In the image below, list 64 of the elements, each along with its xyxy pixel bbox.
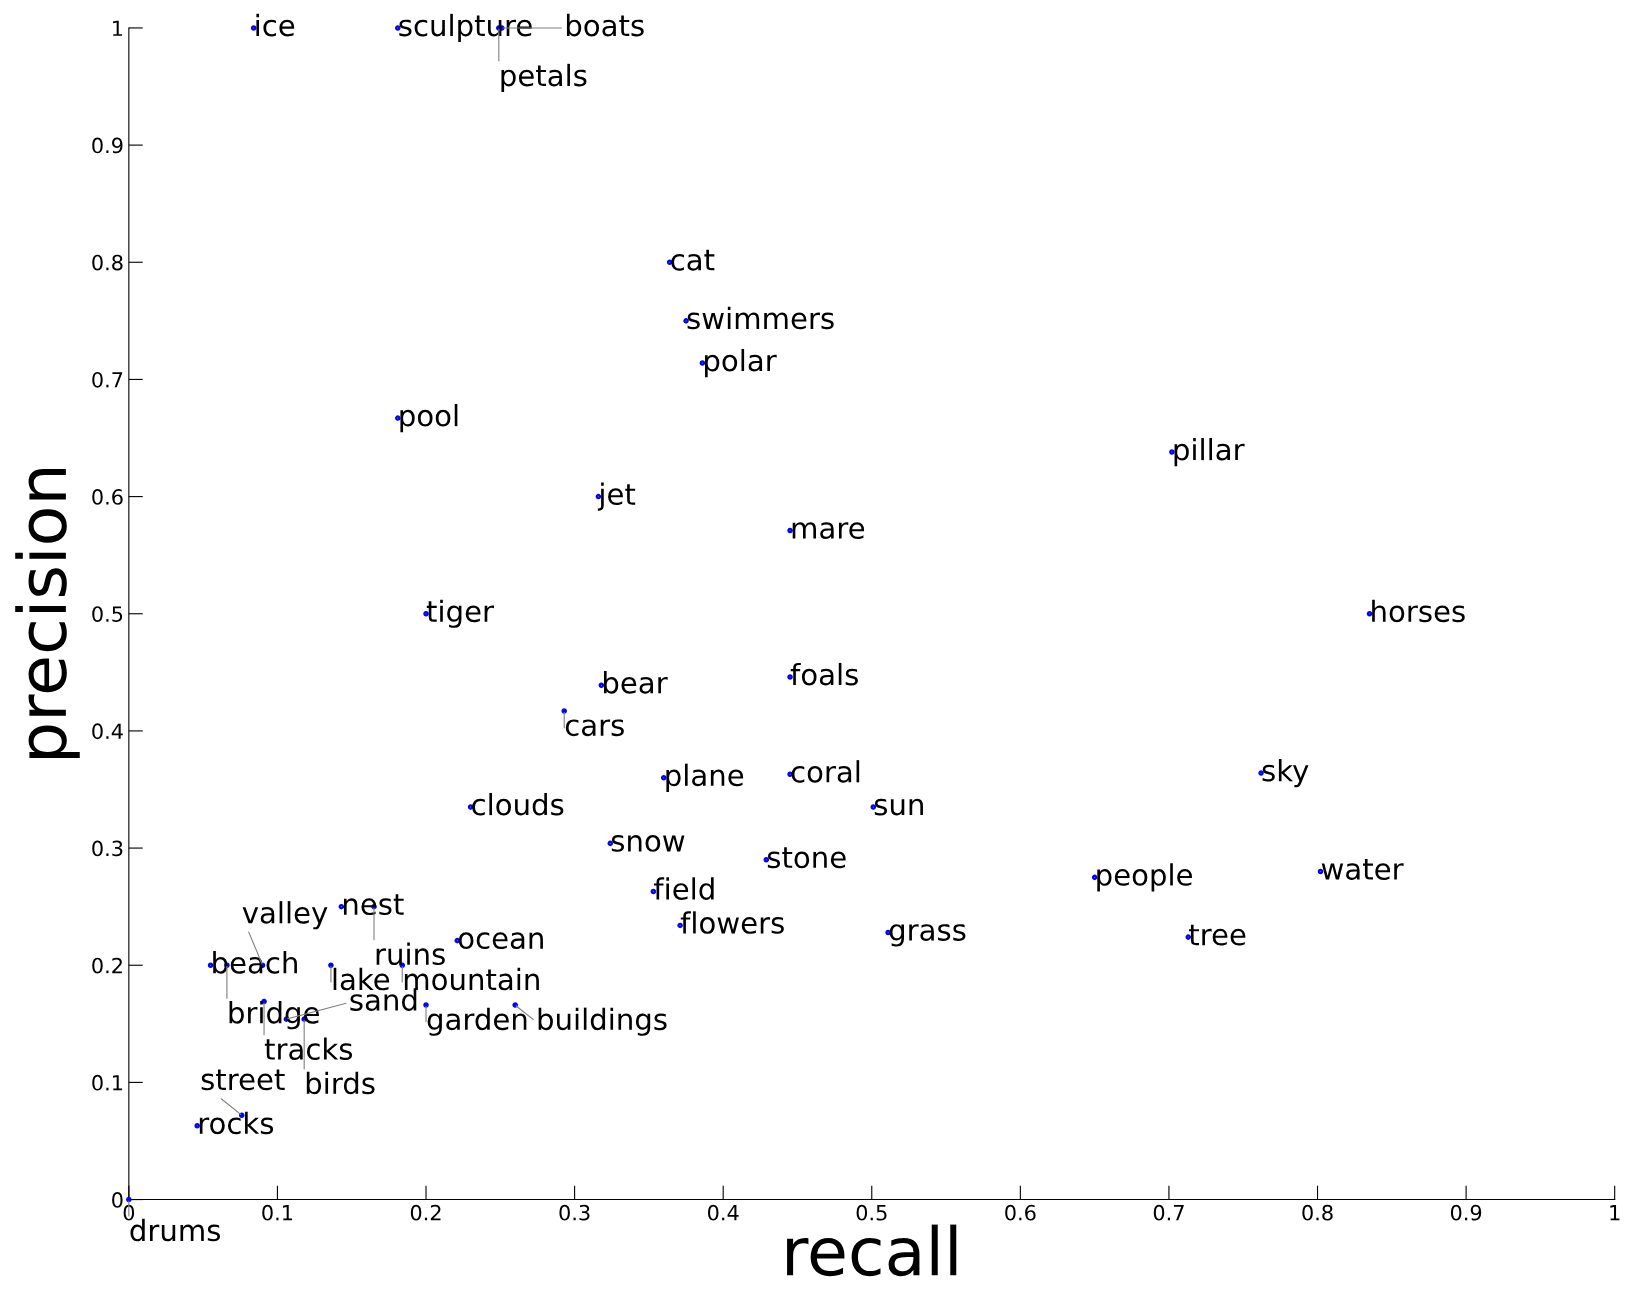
annotation: ice bbox=[256, 13, 295, 37]
annotation: cat bbox=[671, 249, 715, 271]
annotation: grass bbox=[889, 924, 966, 947]
x-tick-label: 0.2 bbox=[410, 1204, 441, 1221]
x-tick-label: 0.7 bbox=[1153, 1204, 1184, 1221]
annotation: horses bbox=[1372, 599, 1465, 623]
annotation: polar bbox=[705, 348, 777, 378]
annotation: swimmers bbox=[687, 306, 834, 330]
y-tick-label: 0.8 bbox=[92, 254, 123, 271]
annotation: nest bbox=[343, 894, 404, 916]
annotation: snow bbox=[611, 835, 685, 852]
annotation: foals bbox=[790, 662, 858, 686]
annotation: boats bbox=[566, 13, 644, 37]
annotation: jet bbox=[597, 482, 636, 511]
x-axis-title: recall bbox=[787, 1224, 957, 1277]
x-tick-label: 0.4 bbox=[707, 1204, 739, 1221]
annotation: water bbox=[1321, 859, 1404, 880]
annotation: garden bbox=[427, 1007, 527, 1036]
y-tick-label: 0.4 bbox=[92, 723, 123, 740]
annotation: petals bbox=[501, 63, 587, 93]
y-tick-label: 0.5 bbox=[92, 606, 123, 622]
annotation: mare bbox=[792, 522, 865, 540]
annotation: beach bbox=[213, 951, 297, 974]
y-tick-label: 1 bbox=[113, 20, 123, 36]
annotation: valley bbox=[242, 901, 328, 930]
annotation: coral bbox=[791, 760, 860, 783]
annotation: plane bbox=[666, 763, 744, 792]
annotation: bear bbox=[603, 671, 668, 694]
annotation: tree bbox=[1189, 924, 1246, 946]
annotation: sun bbox=[874, 798, 923, 816]
y-tick-label: 0.9 bbox=[92, 137, 123, 154]
annotation: sculpture bbox=[399, 13, 532, 43]
x-tick-label: 0.5 bbox=[856, 1204, 887, 1221]
annotation: street bbox=[201, 1069, 285, 1091]
x-tick-label: 1 bbox=[1610, 1205, 1620, 1221]
annotation: people bbox=[1097, 863, 1192, 892]
annotation: pillar bbox=[1174, 437, 1245, 467]
annotation: field bbox=[654, 877, 714, 900]
x-tick-label: 0.6 bbox=[1005, 1204, 1036, 1221]
annotation: cars bbox=[565, 719, 624, 737]
annotation: bridge bbox=[229, 1001, 319, 1030]
y-tick-label: 0 bbox=[112, 1192, 123, 1208]
annotation: ocean bbox=[458, 932, 543, 950]
annotation: buildings bbox=[538, 1007, 667, 1036]
y-axis-title: precision bbox=[15, 469, 80, 759]
annotation: stone bbox=[767, 847, 846, 869]
annotation: clouds bbox=[472, 792, 564, 816]
annotation: birds bbox=[306, 1071, 375, 1095]
annotation: rocks bbox=[199, 1111, 274, 1135]
y-tick-label: 0.1 bbox=[92, 1074, 123, 1091]
annotation: flowers bbox=[680, 911, 784, 934]
y-tick-label: 0.7 bbox=[92, 371, 123, 388]
y-tick-label: 0.2 bbox=[92, 957, 122, 974]
annotation: pool bbox=[400, 403, 458, 433]
x-tick-label: 0.1 bbox=[262, 1204, 293, 1221]
y-tick-label: 0.6 bbox=[92, 489, 123, 505]
x-tick-label: 0.3 bbox=[559, 1204, 590, 1221]
x-tick-label: 0.8 bbox=[1302, 1204, 1333, 1221]
y-tick-label: 0.3 bbox=[92, 840, 123, 857]
annotation: sky bbox=[1262, 758, 1309, 788]
annotation: ruins bbox=[376, 942, 445, 966]
annotation: tracks bbox=[264, 1037, 353, 1061]
annotation: tiger bbox=[426, 599, 495, 628]
x-tick-label: 0.9 bbox=[1450, 1204, 1482, 1221]
